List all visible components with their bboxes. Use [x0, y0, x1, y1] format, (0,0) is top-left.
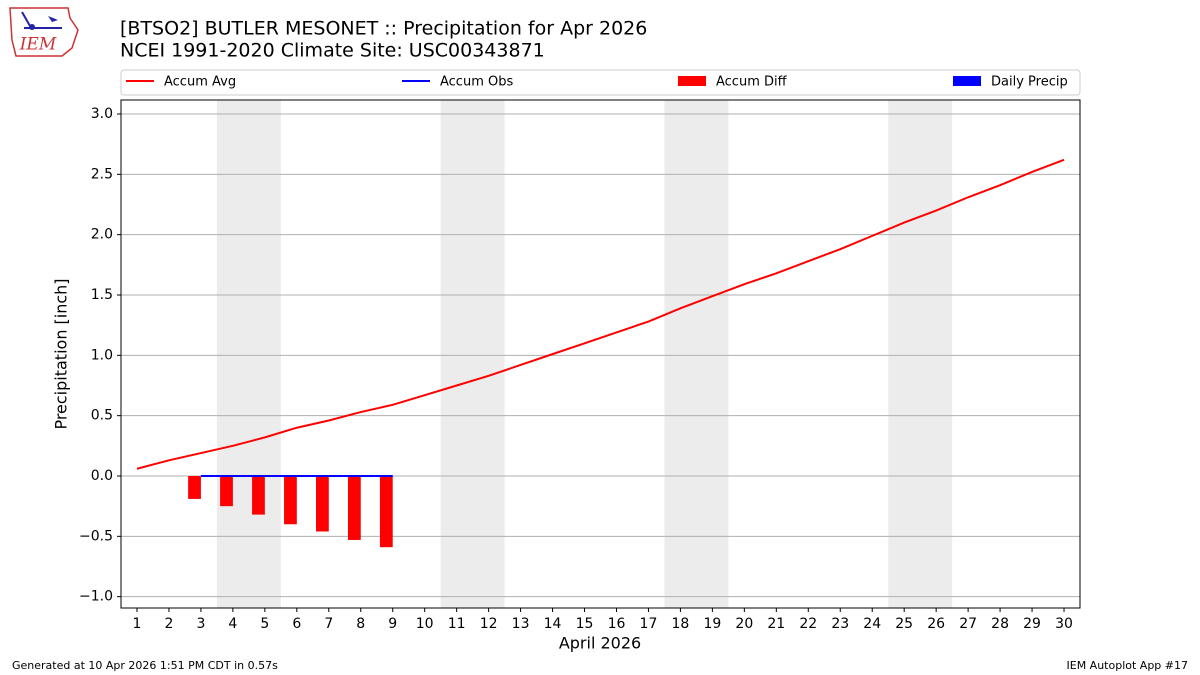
- bar: [284, 475, 297, 525]
- y-tick-label: 0.0: [91, 468, 113, 484]
- logo-icon: [48, 16, 58, 22]
- x-tick-label: 6: [292, 616, 301, 632]
- x-tick-label: 18: [672, 616, 690, 632]
- x-tick-label: 15: [576, 616, 594, 632]
- x-tick-label: 23: [831, 616, 849, 632]
- x-tick-label: 12: [480, 616, 498, 632]
- bar: [379, 475, 393, 548]
- x-tick-label: 10: [416, 616, 434, 632]
- footer-left: Generated at 10 Apr 2026 1:51 PM CDT in …: [12, 659, 278, 672]
- weekend-shade: [216, 100, 281, 608]
- bar: [347, 475, 361, 540]
- x-tick-label: 25: [895, 616, 913, 632]
- weekend-shade: [888, 100, 953, 608]
- x-tick-label: 5: [260, 616, 269, 632]
- y-tick-label: 3.0: [91, 106, 113, 122]
- x-axis-label: April 2026: [559, 634, 641, 653]
- x-tick-label: 30: [1055, 616, 1073, 632]
- legend-label: Daily Precip: [991, 75, 1068, 90]
- legend-box: [120, 69, 1081, 96]
- logo-text: IEM: [19, 35, 57, 55]
- footer-right: IEM Autoplot App #17: [1067, 659, 1189, 672]
- bar: [188, 475, 201, 499]
- x-tick-label: 1: [133, 616, 142, 632]
- x-tick-label: 7: [324, 616, 333, 632]
- line: [136, 158, 1065, 470]
- x-tick-label: 2: [164, 616, 173, 632]
- y-tick-label: 2.0: [91, 227, 113, 243]
- y-tick-label: 1.0: [91, 347, 113, 363]
- bar: [252, 475, 265, 515]
- x-tick-label: 28: [991, 616, 1009, 632]
- x-tick-label: 3: [196, 616, 205, 632]
- logo: IEM: [9, 7, 79, 57]
- y-tick-label: 1.5: [91, 287, 113, 303]
- y-tick-label: 0.5: [91, 408, 113, 424]
- y-tick-label: −1.0: [79, 589, 113, 605]
- x-tick-label: 27: [959, 616, 977, 632]
- weekend-shade: [440, 100, 505, 608]
- x-tick-label: 9: [388, 616, 397, 632]
- x-tick-label: 21: [767, 616, 785, 632]
- chart-title: [BTSO2] BUTLER MESONET :: Precipitation …: [120, 18, 647, 40]
- x-tick-label: 17: [640, 616, 658, 632]
- x-tick-label: 22: [799, 616, 817, 632]
- x-tick-label: 26: [927, 616, 945, 632]
- x-tick-label: 8: [356, 616, 365, 632]
- legend-label: Accum Avg: [164, 75, 236, 90]
- x-tick-label: 29: [1023, 616, 1041, 632]
- x-tick-label: 13: [512, 616, 530, 632]
- legend-handle: [678, 76, 706, 86]
- y-axis-label: Precipitation [inch]: [52, 278, 71, 429]
- y-tick-label: −0.5: [79, 528, 113, 544]
- legend-handle: [953, 76, 981, 86]
- x-tick-label: 4: [228, 616, 237, 632]
- logo-icon: [21, 11, 31, 27]
- legend-label: Accum Obs: [440, 75, 513, 90]
- plot-frame: [120, 99, 1081, 609]
- y-tick-label: 2.5: [91, 166, 113, 182]
- bar: [315, 475, 329, 532]
- x-tick-label: 14: [544, 616, 562, 632]
- bar: [220, 475, 233, 507]
- logo-icon: [29, 24, 35, 30]
- chart-subtitle: NCEI 1991-2020 Climate Site: USC00343871: [120, 40, 545, 62]
- legend-label: Accum Diff: [716, 75, 788, 90]
- x-tick-label: 11: [448, 616, 466, 632]
- weekend-shade: [664, 100, 729, 608]
- x-tick-label: 20: [735, 616, 753, 632]
- x-tick-label: 24: [863, 616, 881, 632]
- x-tick-label: 16: [608, 616, 626, 632]
- x-tick-label: 19: [703, 616, 721, 632]
